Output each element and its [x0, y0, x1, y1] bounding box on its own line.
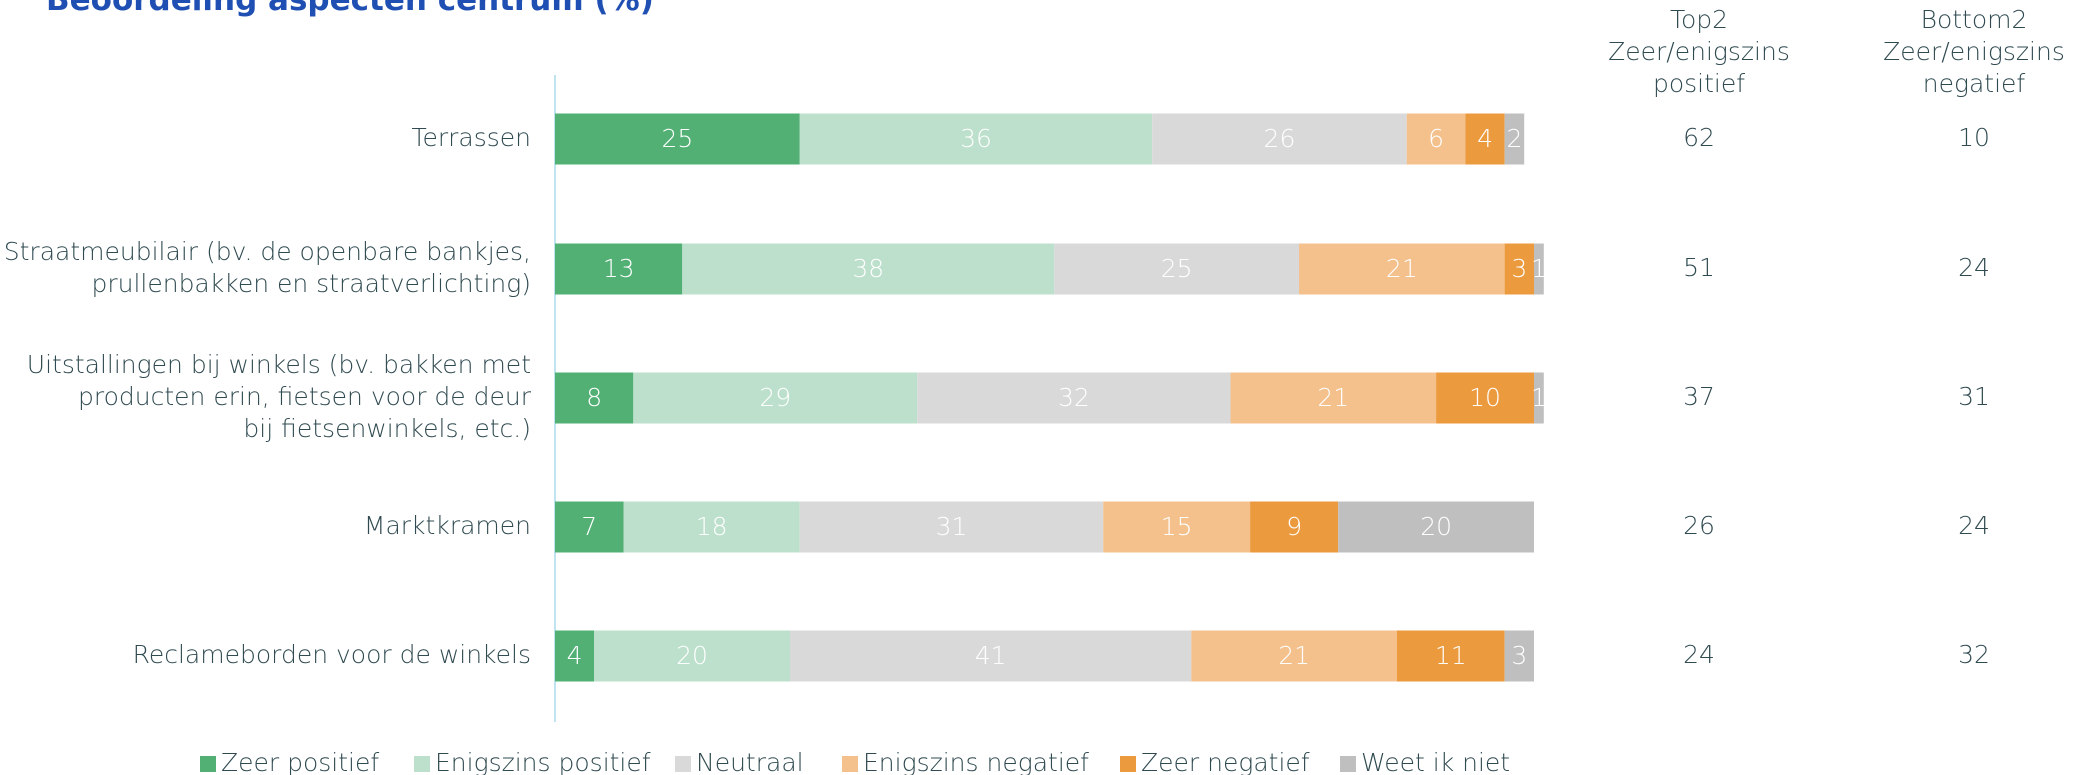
bar-label: 7 — [581, 512, 597, 541]
legend-swatch — [200, 756, 216, 772]
bar-segment — [555, 113, 800, 165]
bar-label: 21 — [1278, 641, 1310, 670]
bar-label: 1 — [1531, 254, 1547, 283]
legend-swatch — [1340, 756, 1356, 772]
summary-value: 31 — [1958, 382, 1990, 411]
summary-value: 51 — [1683, 253, 1715, 282]
legend-label: Enigszins positief — [435, 748, 651, 775]
bar-segment — [1504, 243, 1534, 295]
column-header: Zeer/enigszins — [1883, 37, 2065, 66]
bar-segment — [555, 630, 595, 682]
legend-swatch — [675, 756, 691, 772]
category-label: prullenbakken en straatverlichting) — [91, 269, 531, 298]
bar-segment — [555, 372, 634, 424]
bar-label: 15 — [1161, 512, 1193, 541]
bar-segment — [1406, 113, 1466, 165]
bar-segment — [594, 630, 790, 682]
bar-label: 25 — [1161, 254, 1193, 283]
bar-segment — [633, 372, 918, 424]
bar-label: 6 — [1428, 124, 1444, 153]
bar-label: 21 — [1386, 254, 1418, 283]
bar-label: 3 — [1511, 641, 1527, 670]
bar-label: 10 — [1469, 383, 1501, 412]
category-label: producten erin, fietsen voor de deur — [78, 382, 532, 411]
column-header: Top2 — [1670, 5, 1728, 34]
bar-label: 29 — [759, 383, 791, 412]
bar-segment — [1152, 113, 1407, 165]
bar-label: 1 — [1531, 383, 1547, 412]
bar-segment — [799, 501, 1104, 553]
category-label: Reclameborden voor de winkels — [133, 640, 531, 669]
legend-swatch — [1120, 756, 1136, 772]
bar-label: 13 — [603, 254, 635, 283]
bar-segment — [1054, 243, 1300, 295]
bar-segment — [1103, 501, 1251, 553]
bar-segment — [1504, 630, 1534, 682]
bar-segment — [1465, 113, 1505, 165]
bar-label: 18 — [696, 512, 728, 541]
legend-swatch — [842, 756, 858, 772]
bar-segment — [555, 501, 624, 553]
bar-label: 2 — [1506, 124, 1522, 153]
legend-swatch — [414, 756, 430, 772]
bar-segment — [1299, 243, 1505, 295]
bar-segment — [682, 243, 1055, 295]
bar-label: 3 — [1511, 254, 1527, 283]
summary-value: 32 — [1958, 640, 1990, 669]
bar-segment — [555, 243, 683, 295]
category-label: Terrassen — [411, 123, 531, 152]
legend-label: Zeer negatief — [1141, 748, 1310, 775]
summary-value: 10 — [1958, 123, 1990, 152]
legend-label: Zeer positief — [221, 748, 379, 775]
legend-label: Weet ik niet — [1361, 748, 1510, 775]
bar-segment — [1534, 372, 1544, 424]
bar-label: 26 — [1264, 124, 1296, 153]
bar-segment — [1396, 630, 1505, 682]
bar-label: 31 — [936, 512, 968, 541]
chart-title: Beoordeling aspecten centrum (%) — [46, 0, 654, 18]
bar-segment — [789, 630, 1192, 682]
summary-value: 26 — [1683, 511, 1715, 540]
bar-segment — [799, 113, 1153, 165]
bar-label: 4 — [1477, 124, 1493, 153]
bar-segment — [1191, 630, 1397, 682]
bar-label: 11 — [1435, 641, 1467, 670]
bar-segment — [1504, 113, 1525, 165]
column-header: positief — [1653, 69, 1745, 98]
bar-label: 8 — [586, 383, 602, 412]
summary-value: 24 — [1958, 253, 1990, 282]
category-label: bij fietsenwinkels, etc.) — [243, 414, 531, 443]
category-label: Uitstallingen bij winkels (bv. bakken me… — [27, 350, 531, 379]
bar-segment — [1534, 243, 1544, 295]
bar-label: 20 — [676, 641, 708, 670]
summary-value: 24 — [1683, 640, 1715, 669]
column-header: negatief — [1923, 69, 2026, 98]
bar-label: 21 — [1317, 383, 1349, 412]
category-label: Marktkramen — [364, 511, 531, 540]
column-header: Bottom2 — [1921, 5, 2028, 34]
bar-label: 9 — [1286, 512, 1302, 541]
legend-label: Neutraal — [696, 748, 804, 775]
bar-label: 20 — [1420, 512, 1452, 541]
bar-label: 25 — [661, 124, 693, 153]
summary-value: 37 — [1683, 382, 1715, 411]
bar-label: 4 — [567, 641, 583, 670]
bar-segment — [1338, 501, 1534, 553]
bar-segment — [1250, 501, 1339, 553]
summary-value: 62 — [1683, 123, 1715, 152]
category-label: Straatmeubilair (bv. de openbare bankjes… — [4, 237, 531, 266]
bar-label: 41 — [975, 641, 1007, 670]
bar-label: 36 — [960, 124, 992, 153]
bar-label: 32 — [1058, 383, 1090, 412]
legend-label: Enigszins negatief — [863, 748, 1089, 775]
bar-segment — [623, 501, 800, 553]
bar-segment — [1436, 372, 1534, 424]
column-header: Zeer/enigszins — [1608, 37, 1790, 66]
bar-label: 38 — [852, 254, 884, 283]
summary-value: 24 — [1958, 511, 1990, 540]
bar-segment — [1230, 372, 1437, 424]
bar-segment — [917, 372, 1231, 424]
